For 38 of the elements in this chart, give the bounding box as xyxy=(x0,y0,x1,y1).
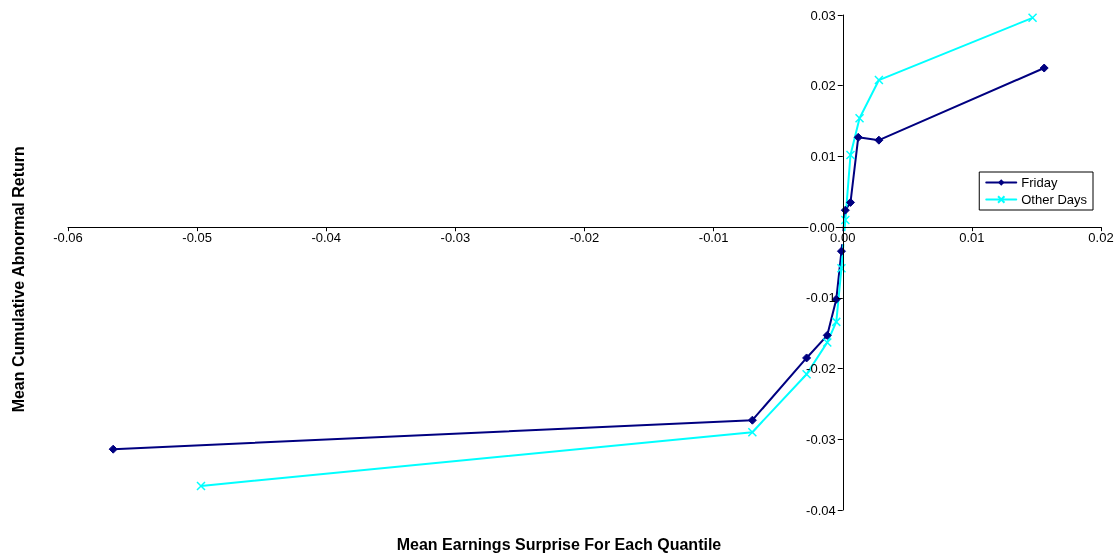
legend-label: Other Days xyxy=(1021,192,1088,207)
x-tick-label: -0.02 xyxy=(569,230,600,246)
x-tick-label: -0.03 xyxy=(440,230,471,246)
point xyxy=(853,132,863,142)
y-tick-label: 0.03 xyxy=(810,7,836,23)
point xyxy=(1027,13,1038,23)
y-tick-label: 0.02 xyxy=(810,78,836,94)
x-axis-title: Mean Earnings Surprise For Each Quantile xyxy=(396,535,722,553)
point xyxy=(846,197,855,207)
y-tick-label: -0.01 xyxy=(806,290,836,306)
x-tick-label: -0.06 xyxy=(53,230,83,246)
point xyxy=(874,75,884,85)
y-tick-label: -0.04 xyxy=(806,502,836,518)
x-tick-label: 0.02 xyxy=(1088,230,1114,246)
point xyxy=(845,150,856,160)
x-tick-label: -0.04 xyxy=(311,230,342,246)
point xyxy=(747,415,757,425)
x-tick-label: 0.01 xyxy=(959,230,985,246)
x-tick-label: -0.01 xyxy=(698,230,729,246)
point xyxy=(831,317,842,327)
point xyxy=(840,215,851,225)
point xyxy=(747,427,758,437)
x-tick-label: -0.05 xyxy=(182,230,212,246)
legend-label: Friday xyxy=(1021,175,1058,190)
point xyxy=(196,481,206,491)
y-tick-label: -0.03 xyxy=(806,431,836,447)
point xyxy=(802,353,812,363)
y-axis-title: Mean Cumulative Abnormal Return xyxy=(9,146,27,413)
point xyxy=(822,330,832,340)
y-tick-label: 0.01 xyxy=(810,148,836,164)
point xyxy=(840,205,850,215)
point xyxy=(836,246,846,256)
point xyxy=(874,135,884,145)
point xyxy=(822,337,833,348)
point xyxy=(108,444,118,454)
point xyxy=(854,113,865,123)
point xyxy=(836,263,847,273)
point xyxy=(1039,63,1049,73)
